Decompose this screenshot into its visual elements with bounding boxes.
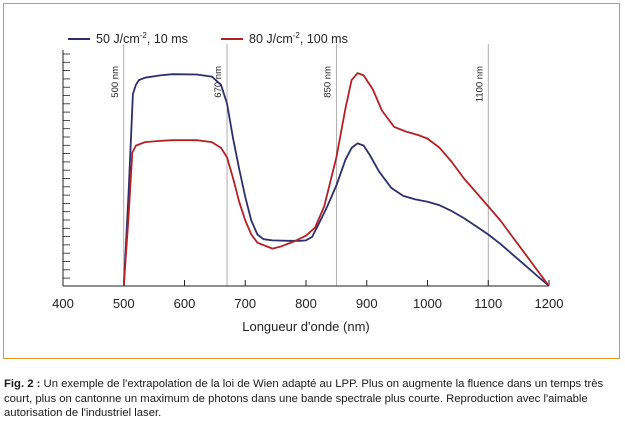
x-tick-label-500: 500 xyxy=(113,296,135,311)
x-tick-label-800: 800 xyxy=(295,296,317,311)
x-tick-label-900: 900 xyxy=(356,296,378,311)
x-tick-label-1200: 1200 xyxy=(535,296,564,311)
series-line-1 xyxy=(122,73,550,287)
x-tick-label-400: 400 xyxy=(52,296,74,311)
grid-label-1100: 1100 nm xyxy=(474,66,485,102)
figure-frame xyxy=(3,3,620,359)
legend-label-2: 80 J/cm-2, 100 ms xyxy=(249,31,348,46)
grid-label-500: 500 nm xyxy=(110,66,121,98)
grid-label-850: 850 nm xyxy=(322,66,333,98)
x-tick-label-1100: 1100 xyxy=(474,296,502,311)
x-axis-label: Longueur d'onde (nm) xyxy=(242,319,370,334)
caption-label: Fig. 2 : xyxy=(4,378,41,390)
x-tick-label-600: 600 xyxy=(174,296,196,311)
figure-caption: Fig. 2 : Un exemple de l'extrapolation d… xyxy=(4,377,622,421)
legend-label-1: 50 J/cm-2, 10 ms xyxy=(96,31,188,46)
series-line-2 xyxy=(122,72,550,287)
caption-text: Un exemple de l'extrapolation de la loi … xyxy=(4,378,604,420)
x-tick-label-1000: 1000 xyxy=(413,296,442,311)
x-tick-label-700: 700 xyxy=(234,296,256,311)
